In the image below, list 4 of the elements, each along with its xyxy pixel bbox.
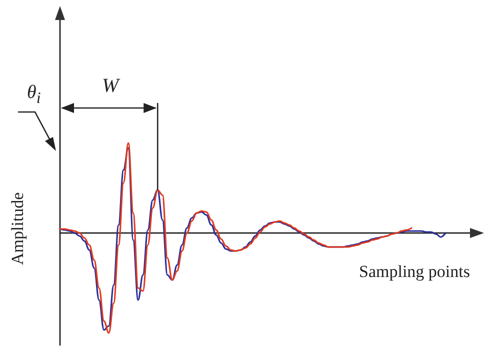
text: W: [102, 75, 119, 98]
x-axis-title: Sampling points: [359, 262, 470, 282]
y-axis-title: Amplitude: [8, 192, 28, 265]
text: θ$_{i}$: [27, 82, 41, 108]
